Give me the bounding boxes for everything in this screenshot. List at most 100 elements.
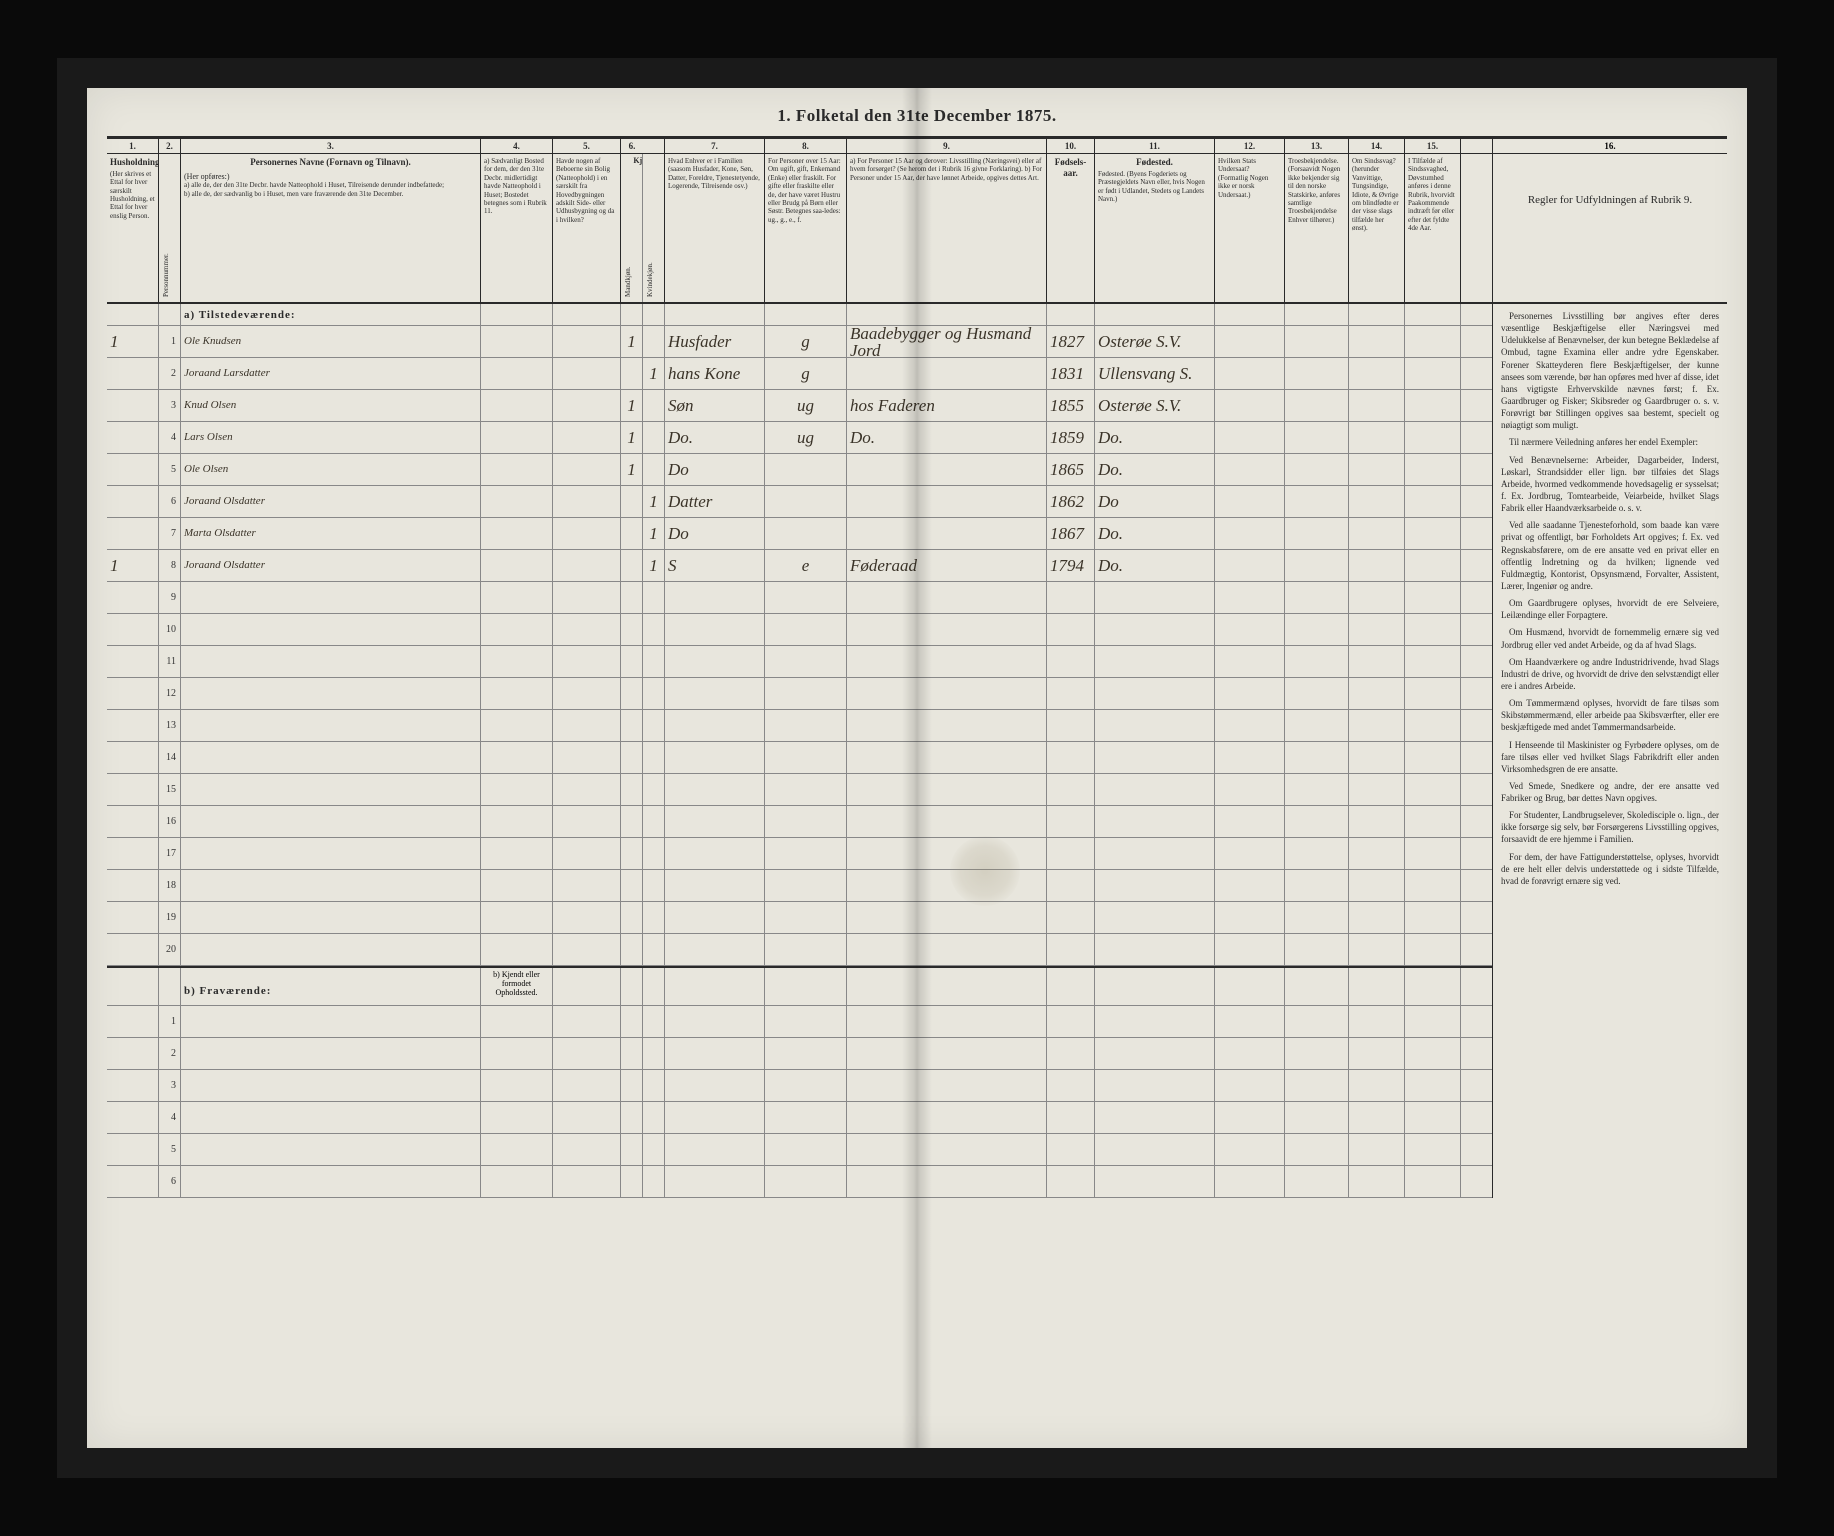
section-b-col4: b) Kjendt eller formodet Opholdssted. — [481, 968, 553, 1005]
cell-occupation: Do. — [847, 422, 1047, 453]
cell-civil: g — [765, 326, 847, 357]
rules-paragraph: Om Gaardbrugere oplyses, hvorvidt de ere… — [1501, 597, 1719, 621]
cell-place: Do. — [1095, 422, 1215, 453]
cell-num: 1 — [159, 326, 181, 357]
document-page: 1. Folketal den 31te December 1875. 1. 2… — [87, 88, 1747, 1448]
cell-c14 — [1349, 550, 1405, 581]
table-row: 3Knud Olsen1Sønughos Faderen1855Osterøe … — [107, 390, 1492, 422]
cell-c4 — [481, 326, 553, 357]
colnum-5: 5. — [553, 139, 621, 153]
cell-num: 2 — [159, 358, 181, 389]
section-b-row: b) Fraværende: b) Kjendt eller formodet … — [107, 966, 1492, 1006]
cell-male: 1 — [621, 454, 643, 485]
header-9: a) For Personer 15 Aar og derover: Livss… — [847, 154, 1047, 302]
header-7: Hvad Enhver er i Familien (saasom Husfad… — [665, 154, 765, 302]
cell-place: Do. — [1095, 518, 1215, 549]
table-row-empty: 3 — [107, 1070, 1492, 1102]
rules-column: 16. Regler for Udfyldningen af Rubrik 9.… — [1492, 136, 1727, 1198]
colnum-8: 8. — [765, 139, 847, 153]
cell-relation: Do — [665, 454, 765, 485]
cell-c5 — [553, 518, 621, 549]
cell-place: Do. — [1095, 454, 1215, 485]
table-row-empty: 9 — [107, 582, 1492, 614]
colnum-11: 11. — [1095, 139, 1215, 153]
header-8-text: For Personer over 15 Aar: Om ugift, gift… — [768, 157, 843, 224]
table-row: 11Ole Knudsen1HusfadergBaadebygger og Hu… — [107, 326, 1492, 358]
cell-c5 — [553, 422, 621, 453]
cell-c14 — [1349, 518, 1405, 549]
cell-name: Joraand Olsdatter — [181, 550, 481, 581]
cell-c4 — [481, 550, 553, 581]
cell-num: 3 — [159, 390, 181, 421]
cell-num: 4 — [159, 422, 181, 453]
cell-num: 6 — [159, 486, 181, 517]
cell-female — [643, 454, 665, 485]
table-row: 7Marta Olsdatter1Do1867Do. — [107, 518, 1492, 550]
cell-c15 — [1405, 486, 1461, 517]
header-1-title: Husholdninger. — [110, 157, 155, 168]
cell-c12 — [1215, 550, 1285, 581]
cell-hh — [107, 454, 159, 485]
header-9-text: a) For Personer 15 Aar og derover: Livss… — [850, 157, 1043, 182]
header-3: Personernes Navne (Fornavn og Tilnavn). … — [181, 154, 481, 302]
header-4-text: a) Sædvanligt Bosted for dem, der den 31… — [484, 157, 549, 216]
cell-relation: hans Kone — [665, 358, 765, 389]
cell-c4 — [481, 390, 553, 421]
cell-relation: Do. — [665, 422, 765, 453]
colnum-14: 14. — [1349, 139, 1405, 153]
cell-num: 5 — [159, 454, 181, 485]
header-2-text: Personnummer. — [162, 157, 170, 297]
table-row-empty: 4 — [107, 1102, 1492, 1134]
header-12: Hvilken Stats Undersaat? (Formatlig Noge… — [1215, 154, 1285, 302]
cell-male: 1 — [621, 390, 643, 421]
table-row: 5Ole Olsen1Do1865Do. — [107, 454, 1492, 486]
cell-hh — [107, 358, 159, 389]
cell-hh — [107, 390, 159, 421]
table-row-empty: 15 — [107, 774, 1492, 806]
colnum-4: 4. — [481, 139, 553, 153]
header-4: a) Sædvanligt Bosted for dem, der den 31… — [481, 154, 553, 302]
cell-civil — [765, 454, 847, 485]
cell-c5 — [553, 550, 621, 581]
cell-c14 — [1349, 486, 1405, 517]
table-row-empty: 19 — [107, 902, 1492, 934]
cell-year: 1827 — [1047, 326, 1095, 357]
cell-occupation — [847, 454, 1047, 485]
table-row-empty: 20 — [107, 934, 1492, 966]
rules-paragraph: Om Tømmermænd oplyses, hvorvidt de fare … — [1501, 697, 1719, 733]
cell-occupation: Føderaad — [847, 550, 1047, 581]
colnum-6: 6. — [621, 139, 643, 153]
header-15: I Tilfælde af Sindssvaghed, Døvstumhed a… — [1405, 154, 1461, 302]
header-10-text: Fødsels-aar. — [1050, 157, 1091, 179]
header-11-text: Fødested. (Byens Fogderiets og Præstegje… — [1098, 170, 1211, 204]
cell-c13 — [1285, 486, 1349, 517]
cell-occupation — [847, 518, 1047, 549]
cell-c12 — [1215, 390, 1285, 421]
rules-paragraph: Ved Smede, Snedkere og andre, der ere an… — [1501, 780, 1719, 804]
cell-hh — [107, 518, 159, 549]
cell-female: 1 — [643, 358, 665, 389]
cell-c13 — [1285, 518, 1349, 549]
cell-c14 — [1349, 422, 1405, 453]
colnum-6b — [643, 139, 665, 153]
header-16: Regler for Udfyldningen af Rubrik 9. — [1493, 154, 1727, 304]
cell-year: 1865 — [1047, 454, 1095, 485]
header-13: Troesbekjendelse. (Forsaavidt Nogen ikke… — [1285, 154, 1349, 302]
section-a-row: a) Tilstedeværende: — [107, 304, 1492, 326]
ledger-table: 1. 2. 3. 4. 5. 6. 7. 8. 9. 10. 11. 12. 1… — [107, 136, 1492, 1198]
colnum-2: 2. — [159, 139, 181, 153]
header-11: Fødested. Fødested. (Byens Fogderiets og… — [1095, 154, 1215, 302]
header-12-text: Hvilken Stats Undersaat? (Formatlig Noge… — [1218, 157, 1281, 199]
cell-c4 — [481, 358, 553, 389]
cell-civil: e — [765, 550, 847, 581]
table-row-empty: 11 — [107, 646, 1492, 678]
cell-civil: g — [765, 358, 847, 389]
cell-c13 — [1285, 358, 1349, 389]
colnum-16: 16. — [1493, 139, 1727, 154]
cell-c14 — [1349, 358, 1405, 389]
cell-c13 — [1285, 422, 1349, 453]
colnum-1: 1. — [107, 139, 159, 153]
page-title: 1. Folketal den 31te December 1875. — [107, 106, 1727, 126]
cell-hh: 1 — [107, 326, 159, 357]
cell-c4 — [481, 486, 553, 517]
